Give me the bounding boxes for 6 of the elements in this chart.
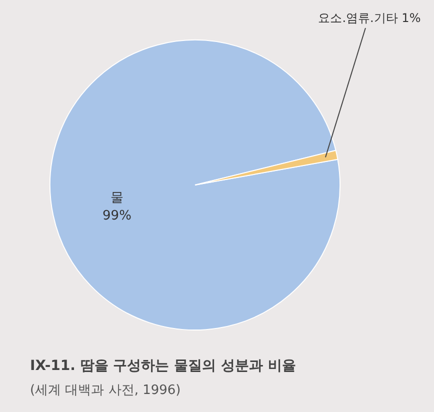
pie-slice (50, 40, 340, 330)
text: (세계 대백과 사전, 1996) (30, 383, 181, 398)
text: IX-11. 땀을 구성하는 물질의 성분과 비율 (30, 358, 296, 374)
slice-label: 요소.염류.기타 1% (318, 11, 421, 25)
slice-label: 물 (110, 190, 124, 206)
data-label: 99% (102, 208, 132, 224)
